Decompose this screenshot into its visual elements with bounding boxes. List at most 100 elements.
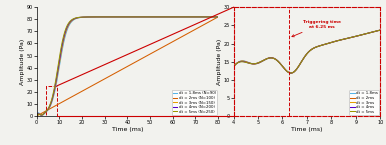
dt = 3ms: [269, 57, 274, 59]
dt = 4ms: [298, 63, 303, 65]
dt = 2ms: [329, 41, 334, 43]
dt = 2ms (N=100): [216, 16, 220, 18]
Line: dt = 2ms: dt = 2ms: [234, 30, 380, 73]
dt = 1.8ms: [318, 45, 323, 47]
dt = 2ms (N=100): [46, 109, 50, 111]
dt = 1.8ms (N=90): [140, 16, 144, 18]
Legend: dt = 1.8ms (N=90), dt = 2ms (N=100), dt = 3ms (N=150), dt = 4ms (N=200), dt = 5m: dt = 1.8ms (N=90), dt = 2ms (N=100), dt …: [171, 90, 217, 115]
dt = 2ms: [231, 66, 236, 68]
dt = 2ms (N=100): [140, 58, 144, 59]
dt = 4ms: [257, 61, 262, 63]
dt = 2ms (N=100): [144, 55, 149, 57]
dt = 4ms: [288, 72, 293, 74]
dt = 4ms: [318, 45, 323, 47]
dt = 4ms: [342, 38, 347, 40]
dt = 2ms: [342, 38, 347, 40]
dt = 3ms: [298, 63, 303, 65]
dt = 2ms: [269, 57, 274, 59]
dt = 2ms: [318, 45, 323, 47]
dt = 2ms: [257, 62, 262, 64]
dt = 1.8ms: [269, 57, 274, 59]
Line: dt = 3ms (N=150): dt = 3ms (N=150): [37, 17, 218, 116]
dt = 1.8ms (N=90): [216, 16, 220, 18]
dt = 3ms (N=150): [144, 16, 149, 18]
dt = 5ms (N=250): [191, 16, 195, 18]
X-axis label: Time (ms): Time (ms): [112, 127, 143, 132]
dt = 3ms (N=150): [140, 16, 144, 18]
dt = 2ms: [288, 72, 293, 74]
dt = 5ms (N=250): [200, 16, 204, 18]
dt = 4ms (N=200): [34, 115, 39, 116]
Line: dt = 3ms: dt = 3ms: [234, 30, 380, 73]
dt = 3ms (N=150): [46, 109, 50, 111]
dt = 4ms (N=200): [216, 16, 220, 18]
dt = 5ms: [342, 38, 347, 40]
dt = 1.8ms: [329, 41, 334, 43]
dt = 5ms: [288, 72, 293, 74]
dt = 3ms: [288, 72, 293, 74]
Line: dt = 1.8ms: dt = 1.8ms: [234, 30, 380, 73]
dt = 4ms: [231, 66, 236, 67]
dt = 2ms: [298, 63, 303, 65]
dt = 4ms (N=200): [150, 16, 154, 18]
Line: dt = 1.8ms (N=90): dt = 1.8ms (N=90): [37, 17, 218, 116]
dt = 4ms (N=200): [46, 109, 50, 110]
dt = 1.8ms (N=90): [150, 16, 154, 18]
Y-axis label: Amplitude (Pa): Amplitude (Pa): [217, 39, 222, 85]
dt = 5ms (N=250): [144, 16, 149, 18]
dt = 1.8ms (N=90): [191, 16, 195, 18]
Line: dt = 2ms (N=100): dt = 2ms (N=100): [37, 17, 218, 116]
dt = 5ms: [318, 45, 323, 47]
dt = 5ms (N=250): [150, 16, 154, 18]
Text: Triggering time
at 6.25 ms: Triggering time at 6.25 ms: [292, 20, 340, 37]
dt = 1.8ms (N=90): [208, 16, 213, 18]
dt = 3ms (N=150): [191, 16, 195, 18]
Line: dt = 4ms (N=200): dt = 4ms (N=200): [37, 17, 218, 116]
dt = 5ms: [329, 41, 334, 43]
dt = 2ms (N=100): [150, 52, 154, 54]
dt = 2ms (N=100): [172, 40, 176, 42]
dt = 3ms: [318, 45, 323, 47]
dt = 4ms: [378, 29, 383, 31]
dt = 1.8ms (N=90): [34, 115, 39, 116]
dt = 1.8ms: [342, 38, 347, 40]
dt = 5ms (N=250): [216, 16, 220, 18]
dt = 1.8ms: [288, 72, 293, 74]
dt = 3ms: [257, 62, 262, 63]
dt = 4ms (N=200): [202, 16, 207, 18]
dt = 5ms (N=250): [34, 115, 39, 116]
dt = 4ms (N=200): [191, 16, 195, 18]
dt = 5ms (N=250): [172, 16, 176, 18]
dt = 4ms (N=200): [140, 16, 144, 18]
dt = 1.8ms (N=90): [46, 109, 50, 111]
dt = 3ms: [231, 66, 236, 67]
dt = 3ms (N=150): [150, 16, 154, 18]
dt = 5ms: [269, 57, 274, 59]
dt = 3ms (N=150): [34, 115, 39, 116]
Bar: [46, 86, 57, 116]
Line: dt = 4ms: dt = 4ms: [234, 30, 380, 73]
Legend: dt = 1.8ms, dt = 2ms, dt = 3ms, dt = 4ms, dt = 5ms: dt = 1.8ms, dt = 2ms, dt = 3ms, dt = 4ms…: [349, 90, 379, 115]
dt = 1.8ms: [378, 29, 383, 31]
X-axis label: Time (ms): Time (ms): [291, 127, 323, 132]
dt = 5ms (N=250): [46, 108, 50, 110]
dt = 5ms (N=250): [140, 16, 144, 18]
dt = 4ms (N=200): [144, 16, 149, 18]
Line: dt = 5ms (N=250): dt = 5ms (N=250): [37, 17, 218, 116]
dt = 3ms: [378, 29, 383, 31]
dt = 5ms: [378, 29, 383, 31]
dt = 3ms (N=150): [216, 16, 220, 18]
dt = 4ms: [269, 57, 274, 59]
dt = 2ms (N=100): [191, 30, 195, 32]
dt = 5ms: [257, 61, 262, 63]
dt = 3ms: [329, 41, 334, 43]
dt = 5ms: [231, 65, 236, 67]
dt = 4ms: [329, 41, 334, 43]
dt = 3ms (N=150): [172, 16, 176, 18]
dt = 1.8ms (N=90): [172, 16, 176, 18]
Line: dt = 5ms: dt = 5ms: [234, 30, 380, 73]
dt = 3ms: [342, 38, 347, 40]
dt = 5ms: [298, 63, 303, 65]
dt = 1.8ms (N=90): [144, 16, 149, 18]
dt = 3ms (N=150): [206, 16, 210, 18]
